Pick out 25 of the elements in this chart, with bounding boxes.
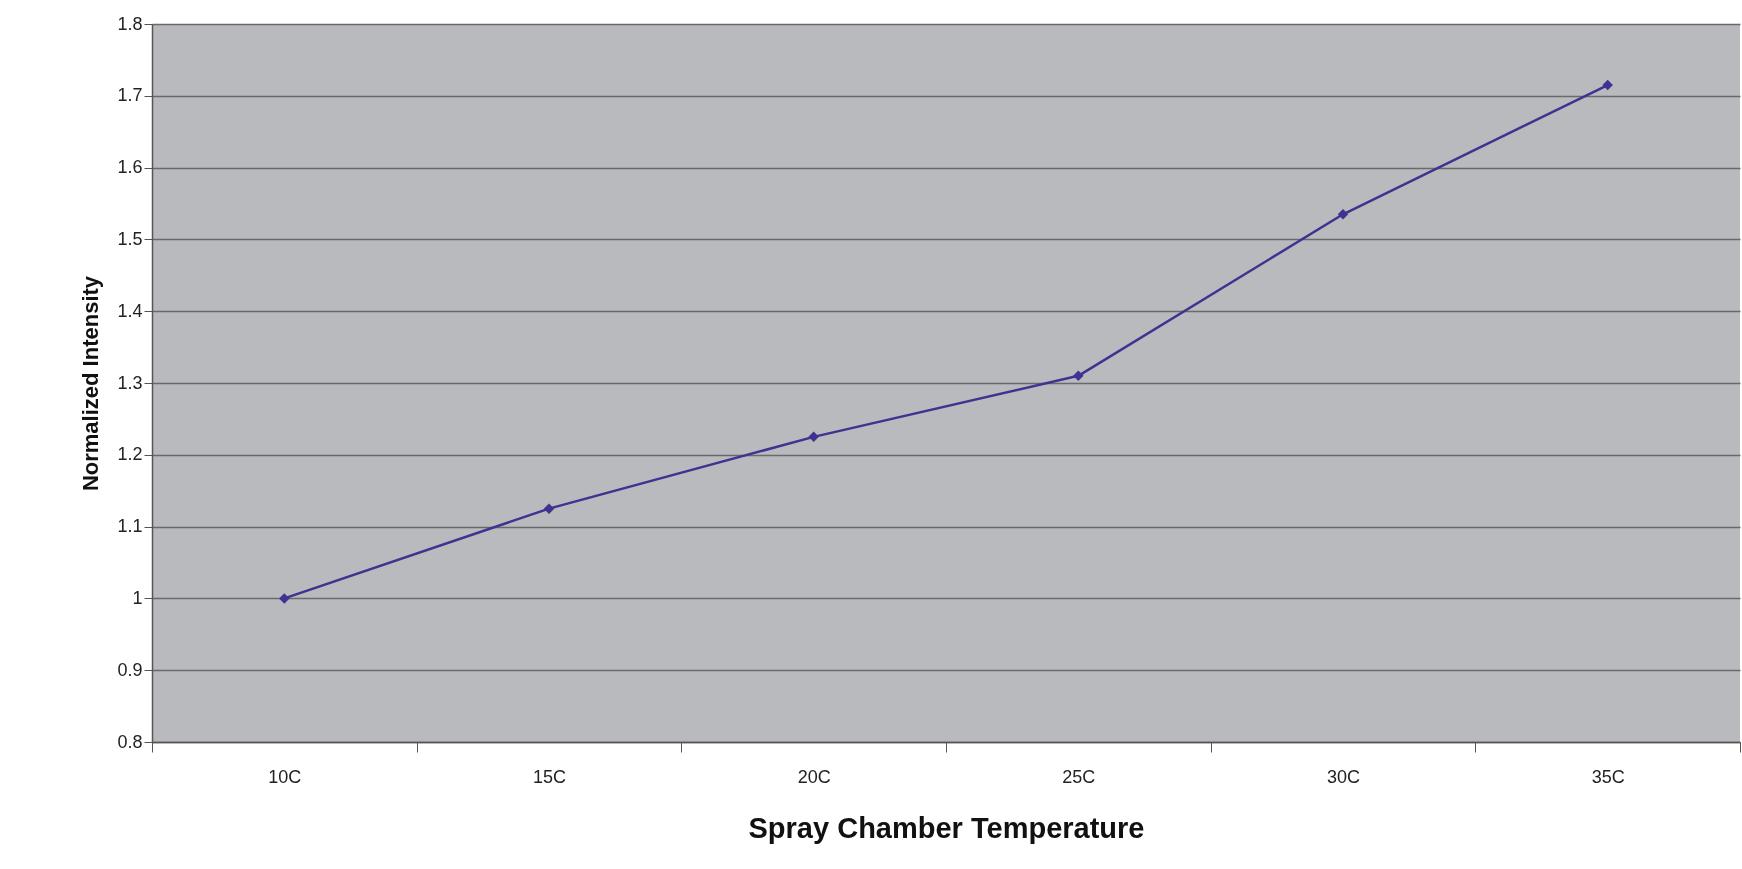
y-tick-label: 1.6 bbox=[117, 157, 143, 178]
point bbox=[1073, 370, 1084, 382]
point bbox=[543, 503, 555, 514]
y-tick-label: 1.4 bbox=[117, 300, 143, 321]
x-tick-label: 20C bbox=[797, 766, 831, 787]
x-tick-label: 15C bbox=[532, 766, 567, 787]
x-tick-label: 35C bbox=[1591, 766, 1625, 787]
y-axis-title: Normalized Intensity bbox=[78, 275, 104, 492]
y-tick-label: 1.1 bbox=[117, 516, 143, 537]
point bbox=[1602, 79, 1613, 91]
y-tick-label: 1.5 bbox=[117, 228, 143, 249]
x-axis-title: Spray Chamber Temperature bbox=[748, 811, 1145, 844]
x-tick-label: 25C bbox=[1062, 766, 1096, 787]
point bbox=[808, 431, 819, 443]
y-tick-label: 1.3 bbox=[117, 372, 143, 393]
y-tick-label: 1 bbox=[132, 587, 143, 608]
point bbox=[1337, 209, 1349, 220]
y-tick-label: 0.8 bbox=[117, 731, 143, 752]
x-tick-label: 10C bbox=[268, 766, 302, 787]
y-tick-label: 1.7 bbox=[117, 85, 143, 106]
point bbox=[279, 593, 290, 604]
y-tick-label: 0.9 bbox=[117, 659, 143, 680]
y-tick-label: 1.2 bbox=[117, 444, 143, 465]
x-tick-label: 30C bbox=[1326, 766, 1361, 787]
y-tick-label: 1.8 bbox=[117, 13, 143, 34]
